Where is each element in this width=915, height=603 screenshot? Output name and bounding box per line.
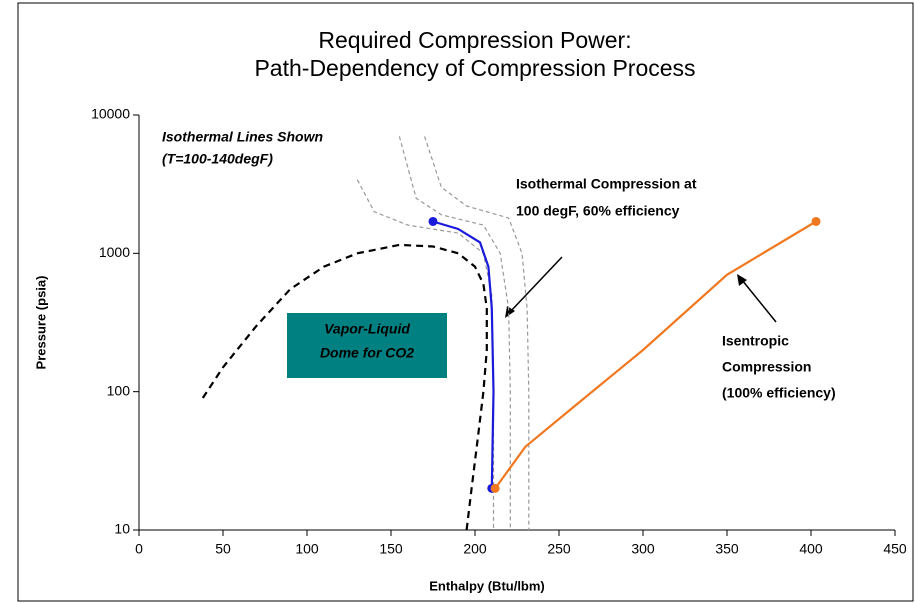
y-tick-label: 10: [114, 521, 130, 537]
arrow-head: [737, 274, 747, 286]
end-marker: [811, 216, 821, 226]
series-line: [398, 136, 511, 530]
annotation-box: [287, 313, 447, 378]
end-marker: [428, 216, 438, 226]
x-tick-label: 0: [135, 541, 143, 557]
annotation: 100 degF, 60% efficiency: [516, 203, 680, 219]
annotation: Isothermal Compression at: [516, 176, 697, 192]
series-line: [494, 220, 817, 490]
y-tick-label: 1000: [99, 244, 130, 260]
chart-title: Required Compression Power:: [318, 27, 631, 53]
annotation: Isothermal Lines Shown: [162, 129, 323, 145]
arrow: [741, 279, 777, 323]
x-tick-label: 200: [463, 541, 487, 557]
series-line: [432, 220, 495, 489]
end-marker: [490, 483, 500, 493]
x-tick-label: 100: [295, 541, 319, 557]
arrow-head: [505, 306, 515, 318]
x-tick-label: 150: [379, 541, 403, 557]
x-tick-label: 450: [883, 541, 907, 557]
chart-title: Path-Dependency of Compression Process: [254, 55, 695, 81]
x-tick-label: 300: [631, 541, 655, 557]
annotation: (T=100-140degF): [162, 151, 273, 167]
series-line: [424, 136, 530, 530]
x-axis-label: Enthalpy (Btu/lbm): [429, 578, 545, 593]
y-tick-label: 10000: [91, 106, 130, 122]
y-axis-label: Pressure (psia): [33, 276, 48, 370]
series-line: [201, 243, 488, 531]
arrow: [509, 256, 563, 313]
series-line: [356, 179, 495, 530]
x-tick-label: 250: [547, 541, 571, 557]
annotation: Isentropic: [722, 333, 789, 349]
annotation: Compression: [722, 359, 811, 375]
annotation: (100% efficiency): [722, 385, 836, 401]
x-tick-label: 50: [215, 541, 231, 557]
x-tick-label: 350: [715, 541, 739, 557]
annotation: Dome for CO2: [320, 345, 414, 361]
chart-frame: [17, 2, 914, 602]
x-tick-label: 400: [799, 541, 823, 557]
annotation: Vapor-Liquid: [324, 321, 410, 337]
y-tick-label: 100: [107, 382, 131, 398]
